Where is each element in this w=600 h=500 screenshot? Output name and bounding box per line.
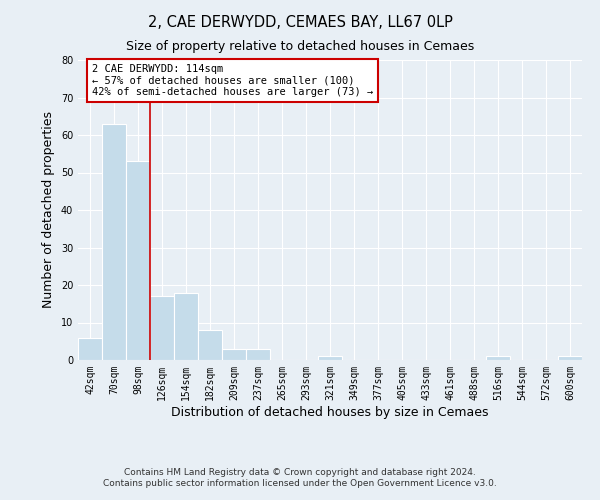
Text: Size of property relative to detached houses in Cemaes: Size of property relative to detached ho… [126,40,474,53]
Text: Contains HM Land Registry data © Crown copyright and database right 2024.
Contai: Contains HM Land Registry data © Crown c… [103,468,497,487]
Text: 2, CAE DERWYDD, CEMAES BAY, LL67 0LP: 2, CAE DERWYDD, CEMAES BAY, LL67 0LP [148,15,452,30]
Bar [78,338,102,360]
X-axis label: Distribution of detached houses by size in Cemaes: Distribution of detached houses by size … [171,406,489,418]
Bar [558,356,582,360]
Bar [198,330,222,360]
Bar [318,356,342,360]
Bar [150,296,174,360]
Bar [222,349,246,360]
Text: 2 CAE DERWYDD: 114sqm
← 57% of detached houses are smaller (100)
42% of semi-det: 2 CAE DERWYDD: 114sqm ← 57% of detached … [92,64,373,97]
Bar [246,349,270,360]
Bar [126,161,150,360]
Bar [174,292,198,360]
Bar [486,356,510,360]
Y-axis label: Number of detached properties: Number of detached properties [42,112,55,308]
Bar [102,124,126,360]
